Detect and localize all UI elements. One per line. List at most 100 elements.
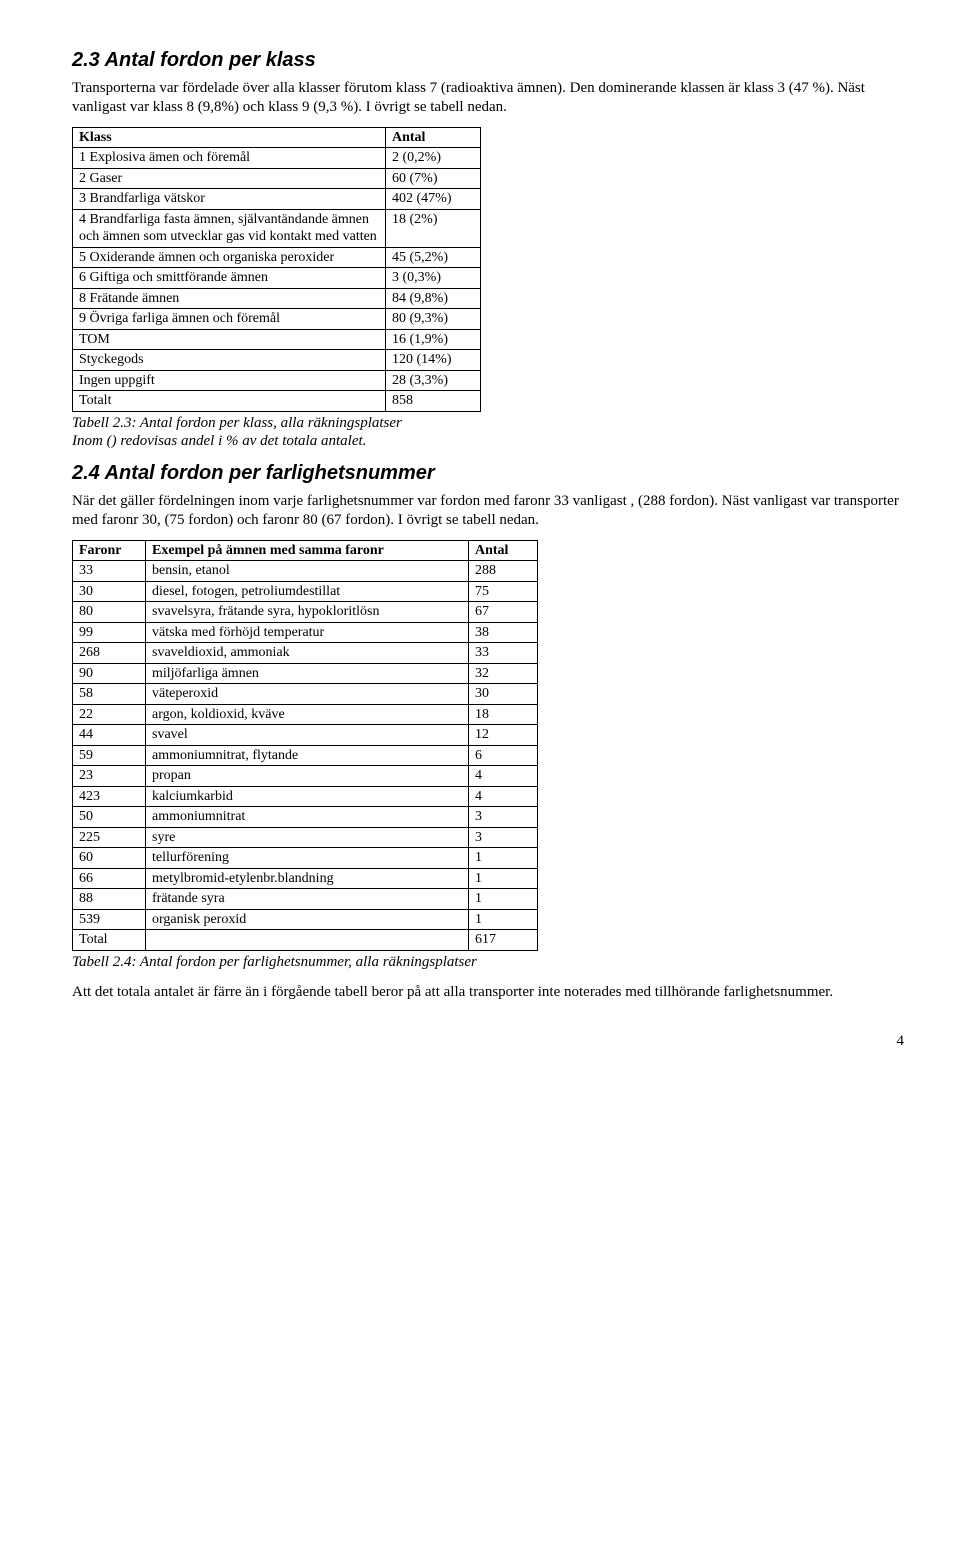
cell: 3	[469, 827, 538, 848]
cell: 45 (5,2%)	[386, 247, 481, 268]
cell: 58	[73, 684, 146, 705]
cell: svaveldioxid, ammoniak	[146, 643, 469, 664]
table-row: 4 Brandfarliga fasta ämnen, självantända…	[73, 209, 481, 247]
cell: 28 (3,3%)	[386, 370, 481, 391]
table-row: 58väteperoxid30	[73, 684, 538, 705]
cell: metylbromid-etylenbr.blandning	[146, 868, 469, 889]
cell: 80	[73, 602, 146, 623]
cell: 423	[73, 786, 146, 807]
table-row: 50ammoniumnitrat3	[73, 807, 538, 828]
table-row: 66metylbromid-etylenbr.blandning1	[73, 868, 538, 889]
cell: argon, koldioxid, kväve	[146, 704, 469, 725]
section-intro-23: Transporterna var fördelade över alla kl…	[72, 79, 904, 117]
cell: svavel	[146, 725, 469, 746]
cell: 4	[469, 766, 538, 787]
cell: 1	[469, 909, 538, 930]
cell: diesel, fotogen, petroliumdestillat	[146, 581, 469, 602]
cell: 99	[73, 622, 146, 643]
cell: Styckegods	[73, 350, 386, 371]
section-footer-24: Att det totala antalet är färre än i för…	[72, 983, 904, 1002]
cell: 18 (2%)	[386, 209, 481, 247]
cell: 8 Frätande ämnen	[73, 288, 386, 309]
cell: propan	[146, 766, 469, 787]
cell: 1	[469, 889, 538, 910]
cell: 120 (14%)	[386, 350, 481, 371]
cell: 268	[73, 643, 146, 664]
table-caption-23b: Inom () redovisas andel i % av det total…	[72, 432, 904, 451]
cell: 12	[469, 725, 538, 746]
cell: 50	[73, 807, 146, 828]
cell: 539	[73, 909, 146, 930]
cell: 858	[386, 391, 481, 412]
table-faronr: Faronr Exempel på ämnen med samma faronr…	[72, 540, 538, 951]
cell: 30	[469, 684, 538, 705]
table-row: 3 Brandfarliga vätskor402 (47%)	[73, 189, 481, 210]
col-antal: Antal	[469, 540, 538, 561]
cell: 5 Oxiderande ämnen och organiska peroxid…	[73, 247, 386, 268]
table-row: Styckegods120 (14%)	[73, 350, 481, 371]
table-row: 423kalciumkarbid4	[73, 786, 538, 807]
cell: 9 Övriga farliga ämnen och föremål	[73, 309, 386, 330]
cell: 6 Giftiga och smittförande ämnen	[73, 268, 386, 289]
table-row: 22argon, koldioxid, kväve18	[73, 704, 538, 725]
cell: 88	[73, 889, 146, 910]
cell: 44	[73, 725, 146, 746]
table-row: Ingen uppgift28 (3,3%)	[73, 370, 481, 391]
cell: 225	[73, 827, 146, 848]
cell: kalciumkarbid	[146, 786, 469, 807]
table-row: 33bensin, etanol288	[73, 561, 538, 582]
cell: 90	[73, 663, 146, 684]
cell: 2 Gaser	[73, 168, 386, 189]
table-row: 6 Giftiga och smittförande ämnen3 (0,3%)	[73, 268, 481, 289]
table-row: 1 Explosiva ämen och föremål2 (0,2%)	[73, 148, 481, 169]
cell: TOM	[73, 329, 386, 350]
cell: 18	[469, 704, 538, 725]
table-klass: Klass Antal 1 Explosiva ämen och föremål…	[72, 127, 481, 412]
cell: 60	[73, 848, 146, 869]
col-antal: Antal	[386, 127, 481, 148]
table-row: 90miljöfarliga ämnen32	[73, 663, 538, 684]
cell: 75	[469, 581, 538, 602]
cell: organisk peroxid	[146, 909, 469, 930]
cell: 4	[469, 786, 538, 807]
table-row: 225syre3	[73, 827, 538, 848]
cell: 402 (47%)	[386, 189, 481, 210]
cell: miljöfarliga ämnen	[146, 663, 469, 684]
cell: 6	[469, 745, 538, 766]
table-row: 23propan4	[73, 766, 538, 787]
cell: tellurförening	[146, 848, 469, 869]
table-row: 59ammoniumnitrat, flytande6	[73, 745, 538, 766]
cell: 1	[469, 848, 538, 869]
cell: syre	[146, 827, 469, 848]
table-row: 8 Frätande ämnen84 (9,8%)	[73, 288, 481, 309]
cell: 60 (7%)	[386, 168, 481, 189]
table-row: 2 Gaser60 (7%)	[73, 168, 481, 189]
cell: 22	[73, 704, 146, 725]
cell: 1	[469, 868, 538, 889]
cell: Ingen uppgift	[73, 370, 386, 391]
table-row: 99vätska med förhöjd temperatur38	[73, 622, 538, 643]
cell: 16 (1,9%)	[386, 329, 481, 350]
table-row: 30diesel, fotogen, petroliumdestillat75	[73, 581, 538, 602]
cell: 30	[73, 581, 146, 602]
section-heading-23: 2.3 Antal fordon per klass	[72, 48, 904, 73]
table-row: TOM16 (1,9%)	[73, 329, 481, 350]
section-heading-24: 2.4 Antal fordon per farlighetsnummer	[72, 461, 904, 486]
cell: vätska med förhöjd temperatur	[146, 622, 469, 643]
cell: Totalt	[73, 391, 386, 412]
cell: 3	[469, 807, 538, 828]
cell: 2 (0,2%)	[386, 148, 481, 169]
table-row: Total 617	[73, 930, 538, 951]
cell: 80 (9,3%)	[386, 309, 481, 330]
cell: 38	[469, 622, 538, 643]
cell: Total	[73, 930, 146, 951]
cell: 617	[469, 930, 538, 951]
table-row: 60tellurförening1	[73, 848, 538, 869]
table-header-row: Faronr Exempel på ämnen med samma faronr…	[73, 540, 538, 561]
cell: 66	[73, 868, 146, 889]
cell: väteperoxid	[146, 684, 469, 705]
cell: 1 Explosiva ämen och föremål	[73, 148, 386, 169]
table-row: 80svavelsyra, frätande syra, hypokloritl…	[73, 602, 538, 623]
cell: 32	[469, 663, 538, 684]
cell: 33	[73, 561, 146, 582]
